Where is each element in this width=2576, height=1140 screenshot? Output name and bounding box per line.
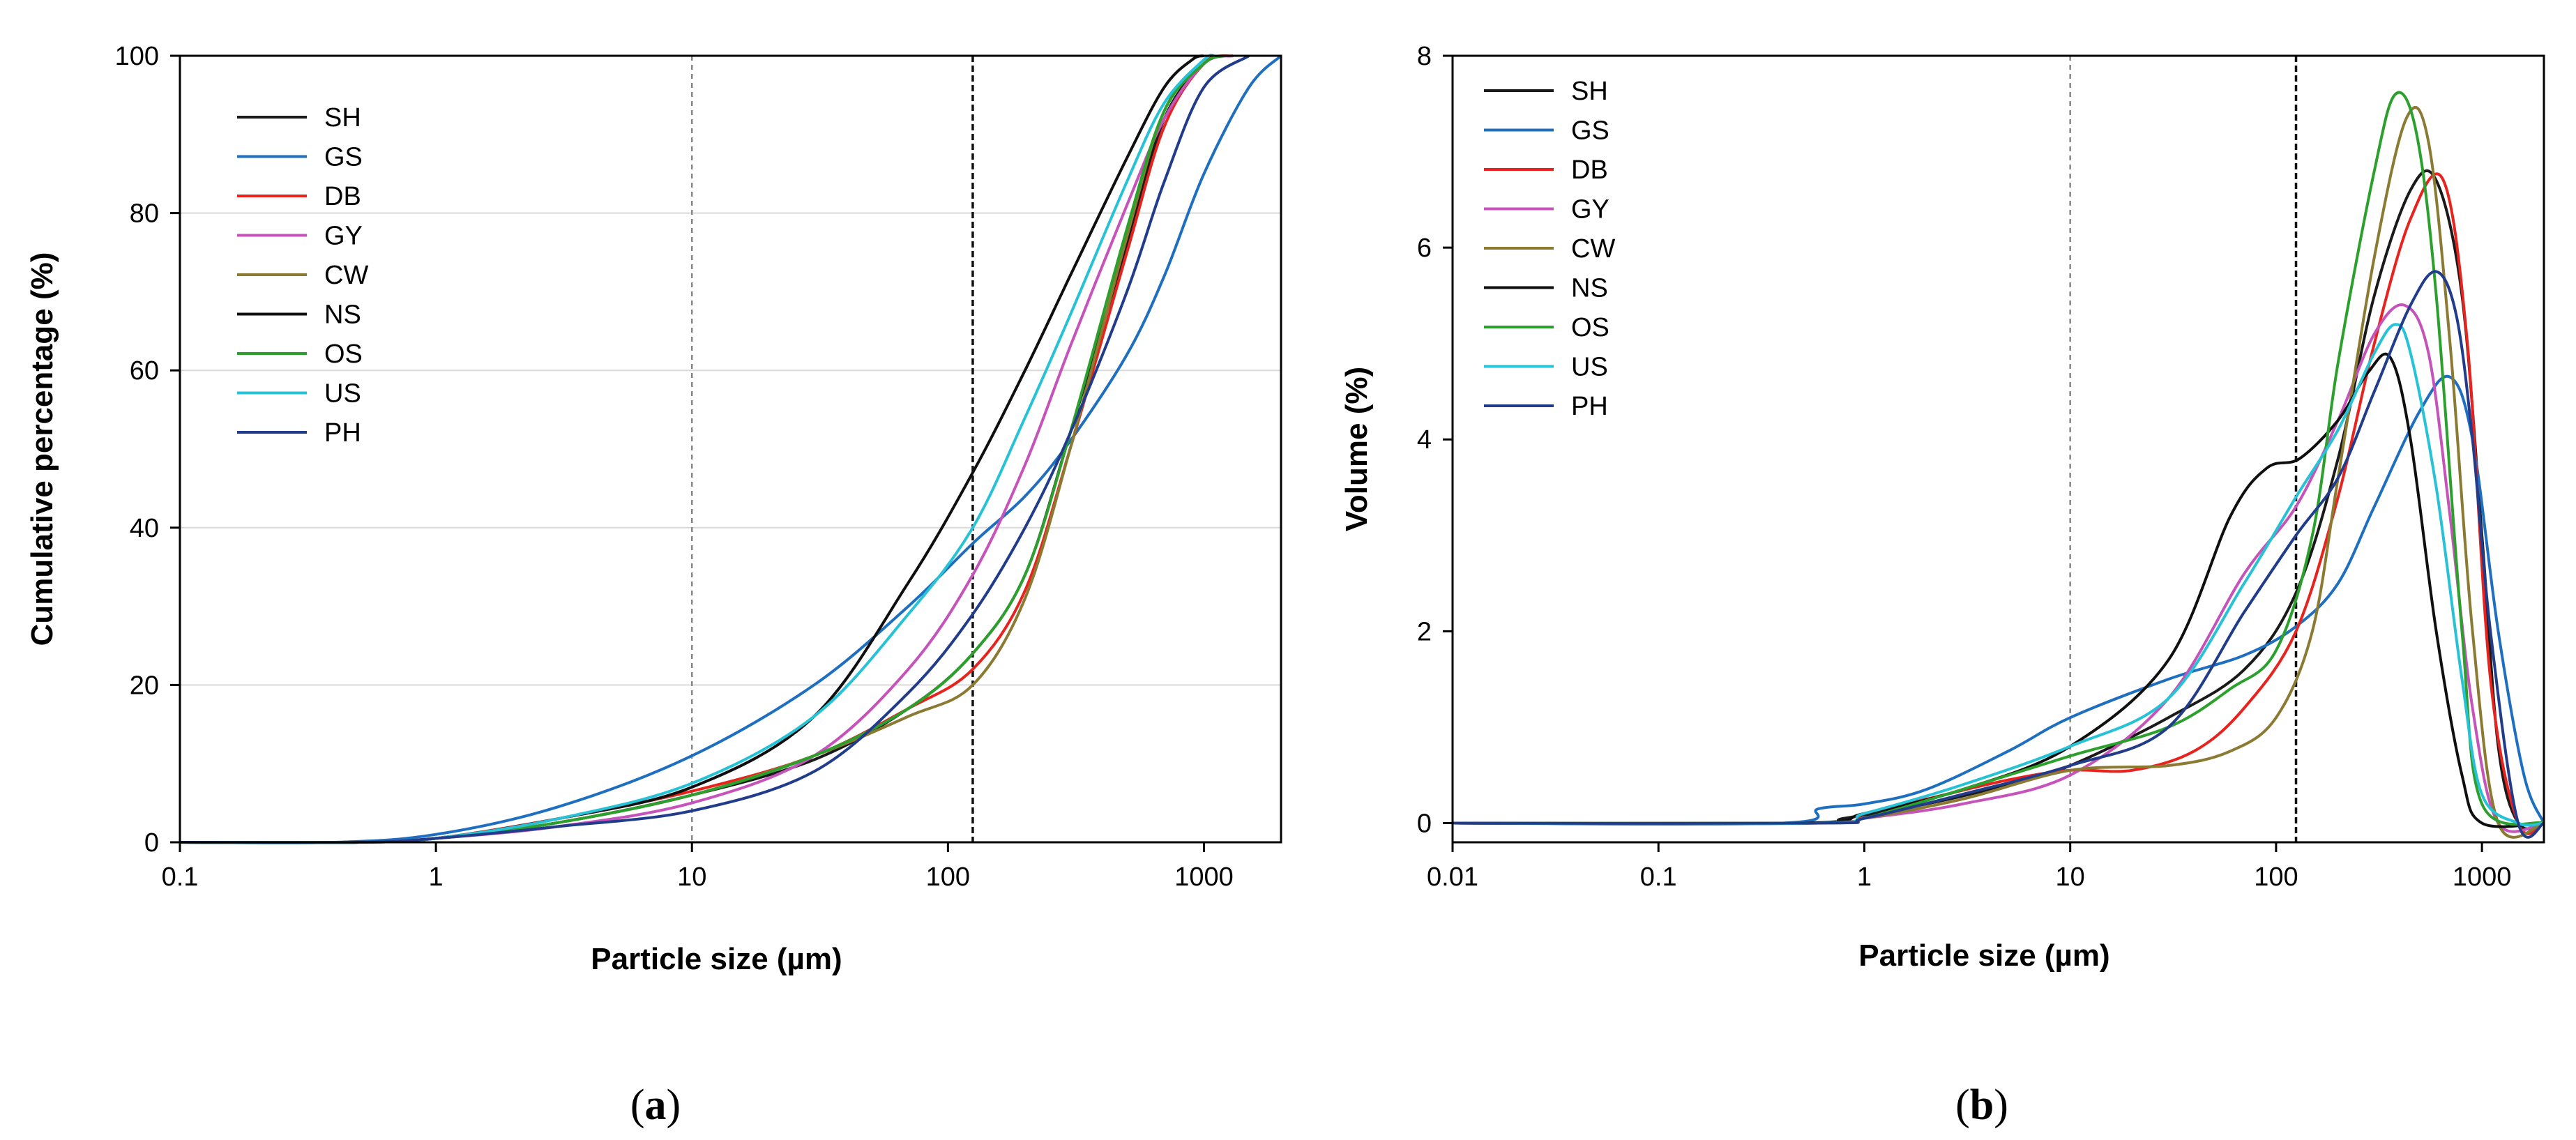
legend-label-ph: PH bbox=[324, 418, 361, 448]
legend-label-os: OS bbox=[324, 340, 363, 369]
plot-frame bbox=[1451, 54, 2545, 844]
chart-panel-a: 0.1 1 10 100 1000 0 20 40 60 80 100 Particle size (… bbox=[25, 42, 1282, 1129]
legend-label-us: US bbox=[1571, 353, 1608, 382]
y-tick-label: 60 bbox=[130, 356, 159, 386]
y-tick-label: 4 bbox=[1417, 425, 1432, 455]
y-tick-label: 40 bbox=[130, 514, 159, 543]
series-line-us bbox=[179, 53, 1215, 844]
legend-label-db: DB bbox=[324, 182, 361, 211]
panel-caption-letter: b bbox=[1970, 1081, 1994, 1129]
y-tick-label: 20 bbox=[130, 671, 159, 700]
y-tick-label: 0 bbox=[144, 828, 159, 858]
x-axis-label: Particle size (µm) bbox=[591, 942, 842, 976]
legend-label-os: OS bbox=[1571, 313, 1609, 342]
y-tick-label: 8 bbox=[1417, 42, 1432, 71]
y-tick-label: 100 bbox=[115, 42, 159, 71]
legend-label-cw: CW bbox=[1571, 234, 1615, 264]
legend-label-sh: SH bbox=[324, 103, 361, 132]
y-axis-label: Cumulative percentage (%) bbox=[25, 252, 59, 646]
x-tick-label: 1 bbox=[429, 862, 444, 892]
series-line-cw bbox=[179, 54, 1225, 844]
series-line-db bbox=[179, 54, 1234, 844]
legend-label-gs: GS bbox=[1571, 116, 1609, 146]
legend-label-gy: GY bbox=[324, 222, 363, 251]
y-tick-label: 0 bbox=[1417, 809, 1432, 838]
series-line-sh bbox=[1452, 169, 2545, 830]
x-tick-label: 0.01 bbox=[1427, 862, 1478, 892]
y-tick-label: 2 bbox=[1417, 617, 1432, 646]
x-tick-label: 0.1 bbox=[1640, 862, 1677, 892]
legend-label-db: DB bbox=[1571, 155, 1608, 185]
series-line-gs bbox=[1452, 374, 2545, 826]
plot-frame bbox=[179, 54, 1282, 844]
legend: SH GS DB GY CW NS OS US PH bbox=[1484, 77, 1615, 421]
series-line-gy bbox=[179, 54, 1234, 844]
x-tick-label: 1000 bbox=[1174, 862, 1234, 892]
series-line-os bbox=[179, 54, 1225, 844]
legend-label-cw: CW bbox=[324, 261, 368, 290]
x-tick-label: 1 bbox=[1857, 862, 1872, 892]
series-line-us bbox=[1452, 323, 2545, 827]
panel-caption-letter: a bbox=[645, 1081, 667, 1129]
x-tick-label: 1000 bbox=[2453, 862, 2512, 892]
series-line-os bbox=[1452, 91, 2545, 826]
y-axis-label: Volume (%) bbox=[1340, 367, 1374, 531]
series-line-gy bbox=[1452, 303, 2545, 833]
series-line-ph bbox=[179, 54, 1250, 844]
x-tick-label: 100 bbox=[2254, 862, 2298, 892]
series-line-gs bbox=[179, 54, 1282, 844]
panel-caption: (b) bbox=[1955, 1081, 2008, 1129]
legend-label-gs: GS bbox=[324, 143, 363, 172]
series-line-ph bbox=[1452, 270, 2545, 839]
legend: SH GS DB GY CW NS OS US PH bbox=[237, 103, 368, 448]
x-tick-label: 10 bbox=[677, 862, 706, 892]
x-tick-label: 10 bbox=[2056, 862, 2085, 892]
series-line-cw bbox=[1452, 106, 2545, 839]
legend-label-gy: GY bbox=[1571, 195, 1609, 225]
legend-label-ns: NS bbox=[324, 301, 361, 330]
x-tick-label: 0.1 bbox=[162, 862, 199, 892]
x-axis-label: Particle size (µm) bbox=[1858, 938, 2109, 973]
legend-label-ns: NS bbox=[1571, 274, 1608, 303]
x-tick-label: 100 bbox=[926, 862, 970, 892]
y-tick-label: 6 bbox=[1417, 234, 1432, 263]
y-tick-label: 80 bbox=[130, 199, 159, 229]
series-line-sh bbox=[179, 54, 1225, 844]
legend-label-ph: PH bbox=[1571, 392, 1608, 421]
chart-panel-b: 0.01 0.1 1 10 100 1000 0 2 4 6 8 Particle size (µm)… bbox=[1340, 42, 2545, 1129]
legend-label-sh: SH bbox=[1571, 77, 1608, 106]
panel-caption: (a) bbox=[630, 1081, 681, 1129]
legend-label-us: US bbox=[324, 379, 361, 409]
